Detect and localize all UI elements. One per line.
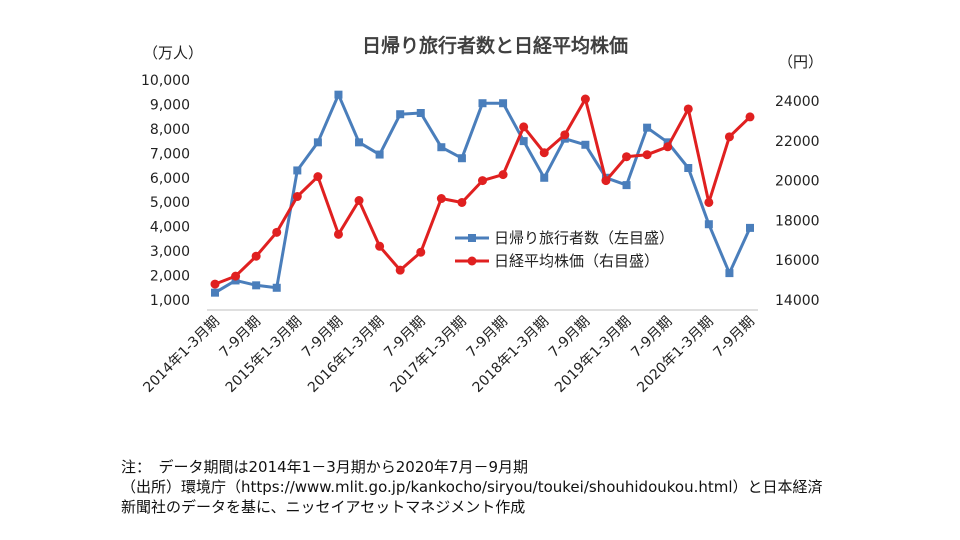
data-point-visitors xyxy=(313,138,322,147)
data-point-nikkei xyxy=(622,152,632,162)
data-point-visitors xyxy=(725,269,734,278)
left-tick-label: 5,000 xyxy=(150,195,190,211)
x-tick-label: 2014年1-3月期 xyxy=(140,314,222,396)
data-point-nikkei xyxy=(724,132,734,142)
data-point-nikkei xyxy=(478,176,487,186)
x-tick-label: 2018年1-3月期 xyxy=(470,314,552,396)
data-point-visitors xyxy=(499,99,508,108)
data-point-nikkei xyxy=(292,192,302,202)
data-point-nikkei xyxy=(745,112,755,122)
data-point-nikkei xyxy=(560,130,570,140)
left-tick-label: 7,000 xyxy=(150,146,190,162)
left-tick-label: 10,000 xyxy=(141,73,190,89)
data-point-visitors xyxy=(704,220,713,229)
data-point-visitors xyxy=(272,283,281,292)
right-tick-label: 18000 xyxy=(775,213,820,229)
data-point-visitors xyxy=(457,154,466,163)
data-point-nikkei xyxy=(601,176,611,186)
legend: 日帰り旅行者数（左目盛） 日経平均株価（右目盛） xyxy=(455,229,674,270)
data-point-visitors xyxy=(684,164,693,172)
data-point-nikkei xyxy=(251,251,261,261)
series-line-nikkei xyxy=(214,97,752,286)
data-point-nikkei xyxy=(580,94,590,104)
left-axis-unit: （万人） xyxy=(143,44,203,62)
legend-label-nikkei: 日経平均株価（右目盛） xyxy=(494,252,659,270)
data-point-visitors xyxy=(293,166,302,175)
data-point-nikkei xyxy=(375,241,385,251)
data-point-visitors xyxy=(355,138,364,147)
data-point-nikkei xyxy=(231,271,241,281)
left-tick-label: 3,000 xyxy=(150,244,190,260)
series-layer xyxy=(210,90,755,297)
data-point-visitors xyxy=(540,173,549,182)
x-axis-ticks: 2014年1-3月期7-9月期2015年1-3月期7-9月期2016年1-3月期… xyxy=(140,314,757,396)
x-tick-label: 2017年1-3月期 xyxy=(387,314,469,396)
notes: 注： データ期間は2014年1－3月期から2020年7月－9月期 （出所）環境庁… xyxy=(121,457,823,517)
data-point-nikkei xyxy=(210,279,220,289)
note-line-1: 注： データ期間は2014年1－3月期から2020年7月－9月期 xyxy=(121,458,529,476)
data-point-visitors xyxy=(375,150,384,159)
right-axis-unit: （円） xyxy=(778,53,823,71)
x-tick-label: 2020年1-3月期 xyxy=(634,314,716,396)
right-tick-label: 22000 xyxy=(775,134,820,150)
left-axis-ticks: 1,000 2,000 3,000 4,000 5,000 6,000 7,000 8,000… xyxy=(141,73,190,309)
data-point-visitors xyxy=(396,110,405,119)
data-point-visitors xyxy=(478,99,487,108)
legend-label-visitors: 日帰り旅行者数（左目盛） xyxy=(494,229,674,247)
right-tick-label: 14000 xyxy=(775,293,820,309)
data-point-nikkei xyxy=(395,265,405,275)
data-point-visitors xyxy=(437,143,446,152)
left-tick-label: 2,000 xyxy=(150,269,190,285)
data-point-nikkei xyxy=(683,104,693,114)
data-point-visitors xyxy=(211,288,219,297)
source-line-2: 新聞社のデータを基に、ニッセイアセットマネジメント作成 xyxy=(121,498,526,516)
data-point-nikkei xyxy=(498,170,508,180)
left-tick-label: 1,000 xyxy=(150,293,190,309)
x-tick-label: 2015年1-3月期 xyxy=(223,314,305,396)
data-point-nikkei xyxy=(333,229,343,239)
data-point-nikkei xyxy=(704,197,714,207)
chart: 日帰り旅行者数と日経平均株価 （万人） （円） 1,000 2,000 3,000 4… xyxy=(140,34,823,396)
right-tick-label: 20000 xyxy=(775,174,820,190)
data-point-nikkei xyxy=(436,194,446,204)
data-point-visitors xyxy=(581,140,590,149)
data-point-nikkei xyxy=(519,122,529,132)
legend-item-nikkei: 日経平均株価（右目盛） xyxy=(455,252,659,270)
data-point-nikkei xyxy=(354,196,364,205)
data-point-nikkei xyxy=(272,227,282,237)
x-tick-label: 7-9月期 xyxy=(711,314,758,361)
right-axis-ticks: 14000 16000 18000 20000 22000 24000 xyxy=(775,94,820,309)
data-point-visitors xyxy=(416,109,425,117)
x-tick-label: 2019年1-3月期 xyxy=(552,314,634,396)
data-point-nikkei xyxy=(663,142,673,152)
data-point-nikkei xyxy=(539,148,549,158)
left-tick-label: 6,000 xyxy=(150,171,190,187)
data-point-nikkei xyxy=(457,197,467,207)
left-tick-label: 4,000 xyxy=(150,220,190,236)
data-point-visitors xyxy=(519,137,528,146)
right-tick-label: 16000 xyxy=(775,253,820,269)
data-point-visitors xyxy=(622,181,631,190)
data-point-visitors xyxy=(252,281,261,290)
data-point-visitors xyxy=(746,223,754,232)
chart-title: 日帰り旅行者数と日経平均株価 xyxy=(362,34,628,57)
left-tick-label: 8,000 xyxy=(150,122,190,138)
legend-marker-nikkei xyxy=(467,256,477,266)
source-line-1: （出所）環境庁（https://www.mlit.go.jp/kankocho/… xyxy=(121,478,823,496)
left-tick-label: 9,000 xyxy=(150,97,190,113)
data-point-visitors xyxy=(643,123,652,132)
data-point-nikkei xyxy=(642,150,652,160)
data-point-visitors xyxy=(334,90,343,99)
legend-item-visitors: 日帰り旅行者数（左目盛） xyxy=(455,229,674,247)
x-tick-label: 2016年1-3月期 xyxy=(305,314,387,396)
data-point-nikkei xyxy=(313,172,323,182)
right-tick-label: 24000 xyxy=(775,94,820,110)
legend-marker-visitors xyxy=(468,234,476,242)
data-point-nikkei xyxy=(416,247,426,257)
